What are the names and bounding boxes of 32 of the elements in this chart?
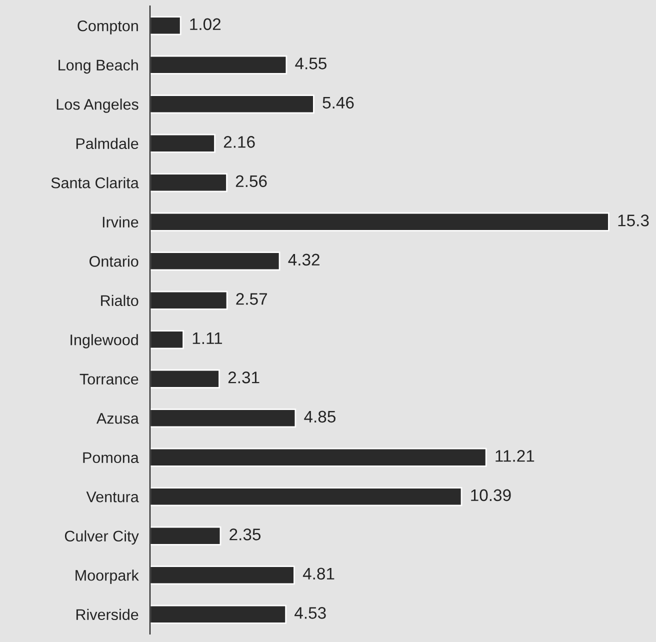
y-tick-label: Compton bbox=[78, 20, 138, 34]
data-label: 4.85 bbox=[304, 410, 336, 423]
y-tick-label: Torrance bbox=[80, 374, 138, 385]
y-tick-label: Azusa bbox=[96, 413, 139, 424]
data-label: 2.31 bbox=[228, 372, 260, 384]
data-label: 11.21 bbox=[496, 450, 534, 462]
y-tick-label: Los Angeles bbox=[56, 98, 138, 113]
y-tick-label: Long Beach bbox=[58, 59, 138, 74]
data-label: 2.35 bbox=[230, 528, 261, 540]
y-tick-label: Moorpark bbox=[76, 570, 139, 584]
data-label: 2.57 bbox=[236, 293, 267, 305]
y-tick-label: Riverside bbox=[76, 608, 138, 620]
data-label: 2.56 bbox=[236, 175, 267, 188]
y-tick-label: Ventura bbox=[86, 492, 139, 502]
y-tick-label: Ontario bbox=[90, 256, 138, 267]
data-label: 2.16 bbox=[224, 136, 255, 148]
y-tick-label: Pomona bbox=[83, 452, 139, 464]
y-tick-label: Culver City bbox=[64, 530, 139, 545]
y-tick-label: Palmdale bbox=[76, 138, 138, 150]
y-tick-label: Irvine bbox=[102, 216, 138, 228]
data-label: 5.46 bbox=[322, 96, 354, 109]
data-label: 1.11 bbox=[192, 332, 222, 344]
data-label: 4.81 bbox=[302, 568, 334, 580]
data-label: 4.53 bbox=[294, 607, 326, 619]
y-tick-label: Rialto bbox=[101, 294, 138, 306]
data-label: 15.3 bbox=[618, 214, 649, 226]
data-label: 4.55 bbox=[295, 58, 326, 70]
data-label: 1.02 bbox=[190, 18, 221, 30]
y-tick-label: Inglewood bbox=[70, 334, 138, 348]
data-label: 4.32 bbox=[288, 254, 320, 266]
data-label: 10.39 bbox=[471, 489, 511, 502]
y-tick-label: Santa Clarita bbox=[51, 177, 139, 188]
